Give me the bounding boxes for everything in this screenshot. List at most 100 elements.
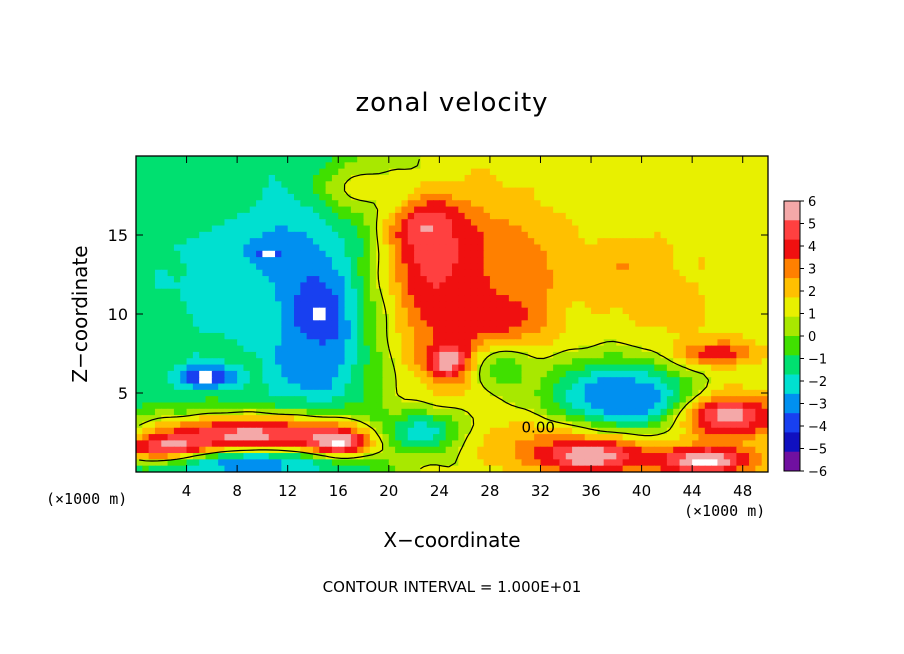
heatmap-cell: [660, 314, 668, 321]
heatmap-cell: [237, 440, 245, 448]
heatmap-cell: [521, 200, 529, 208]
heatmap-cell: [546, 421, 554, 429]
heatmap-cell: [401, 156, 409, 163]
heatmap-cell: [761, 396, 768, 404]
heatmap-cell: [445, 307, 453, 315]
heatmap-cell: [591, 402, 598, 410]
heatmap-cell: [540, 396, 548, 404]
heatmap-cell: [666, 206, 674, 214]
heatmap-cell: [407, 339, 415, 347]
heatmap-cell: [287, 244, 295, 252]
heatmap-cell: [628, 402, 636, 410]
heatmap-cell: [527, 465, 535, 472]
heatmap-cell: [186, 358, 194, 366]
heatmap-cell: [331, 225, 339, 233]
heatmap-cell: [489, 219, 497, 227]
heatmap-cell: [515, 440, 523, 448]
heatmap-cell: [616, 453, 624, 460]
heatmap-cell: [395, 421, 403, 429]
heatmap-cell: [717, 231, 725, 239]
heatmap-cell: [591, 377, 598, 385]
heatmap-cell: [376, 351, 384, 359]
heatmap-cell: [508, 257, 516, 265]
heatmap-cell: [262, 257, 270, 265]
heatmap-cell: [603, 225, 611, 233]
heatmap-cell: [616, 364, 624, 372]
heatmap-cell: [306, 364, 314, 372]
heatmap-cell: [464, 364, 472, 372]
heatmap-cell: [319, 174, 327, 182]
heatmap-cell: [249, 206, 257, 214]
heatmap-cell: [578, 408, 586, 416]
heatmap-cell: [559, 314, 567, 321]
heatmap-cell: [338, 250, 346, 258]
heatmap-cell: [559, 351, 567, 359]
heatmap-cell: [647, 206, 655, 214]
heatmap-cell: [306, 459, 314, 467]
heatmap-cell: [692, 276, 700, 283]
heatmap-cell: [205, 193, 213, 201]
heatmap-cell: [616, 257, 624, 265]
heatmap-cell: [230, 332, 238, 340]
heatmap-cell: [723, 206, 731, 214]
heatmap-cell: [635, 377, 643, 385]
heatmap-cell: [464, 320, 472, 328]
heatmap-cell: [401, 345, 409, 353]
heatmap-cell: [717, 465, 725, 472]
heatmap-cell: [268, 263, 276, 271]
heatmap-cell: [749, 396, 756, 404]
heatmap-cell: [641, 351, 649, 359]
heatmap-cell: [369, 364, 377, 372]
heatmap-cell: [527, 250, 535, 258]
heatmap-cell: [433, 225, 440, 233]
heatmap-cell: [761, 219, 768, 227]
heatmap-cell: [584, 181, 592, 189]
heatmap-cell: [243, 168, 251, 176]
heatmap-cell: [218, 193, 226, 201]
heatmap-cell: [679, 295, 687, 302]
heatmap-cell: [666, 307, 674, 315]
heatmap-cell: [572, 326, 579, 334]
heatmap-cell: [319, 383, 327, 391]
heatmap-cell: [433, 339, 440, 347]
heatmap-cell: [205, 225, 213, 233]
heatmap-cell: [483, 282, 491, 290]
heatmap-cell: [654, 212, 662, 220]
heatmap-cell: [603, 200, 611, 208]
heatmap-cell: [610, 288, 617, 296]
heatmap-cell: [376, 244, 384, 252]
heatmap-cell: [325, 212, 333, 220]
heatmap-cell: [338, 402, 346, 410]
heatmap-cell: [717, 238, 725, 246]
heatmap-cell: [433, 320, 440, 328]
heatmap-cell: [173, 206, 181, 214]
heatmap-cell: [470, 231, 478, 239]
heatmap-cell: [521, 263, 529, 271]
heatmap-cell: [534, 269, 542, 277]
heatmap-cell: [711, 345, 719, 353]
heatmap-cell: [660, 307, 668, 315]
heatmap-cell: [736, 162, 744, 170]
heatmap-cell: [148, 168, 156, 176]
heatmap-cell: [275, 193, 282, 201]
heatmap-cell: [534, 219, 542, 227]
heatmap-cell: [401, 307, 409, 315]
heatmap-cell: [136, 181, 143, 189]
heatmap-cell: [199, 364, 207, 372]
heatmap-cell: [730, 358, 737, 366]
heatmap-cell: [230, 307, 238, 315]
heatmap-cell: [527, 301, 535, 309]
heatmap-cell: [382, 358, 390, 366]
heatmap-cell: [717, 332, 725, 340]
heatmap-cell: [584, 231, 592, 239]
heatmap-cell: [584, 263, 592, 271]
heatmap-cell: [749, 389, 756, 397]
heatmap-cell: [148, 212, 156, 220]
heatmap-cell: [527, 332, 535, 340]
heatmap-cell: [622, 282, 630, 290]
heatmap-cell: [679, 453, 687, 460]
heatmap-cell: [395, 193, 403, 201]
heatmap-cell: [603, 421, 611, 429]
heatmap-cell: [578, 244, 586, 252]
heatmap-cell: [325, 187, 333, 195]
